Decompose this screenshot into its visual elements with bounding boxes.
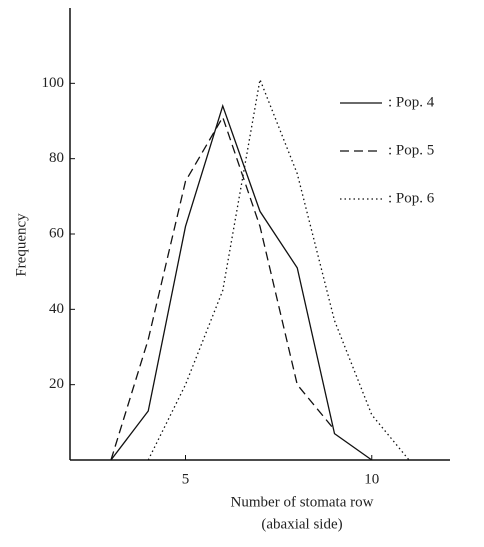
y-tick-label: 20 bbox=[49, 376, 64, 392]
legend-label: : Pop. 6 bbox=[388, 190, 435, 206]
x-axis-label: Number of stomata row bbox=[231, 494, 374, 510]
y-tick-label: 60 bbox=[49, 225, 64, 241]
x-tick-label: 5 bbox=[182, 471, 190, 487]
legend-label: : Pop. 5 bbox=[388, 142, 434, 158]
y-tick-label: 40 bbox=[49, 301, 64, 317]
x-tick-label: 10 bbox=[364, 471, 379, 487]
x-axis-label-2: (abaxial side) bbox=[261, 516, 342, 532]
y-tick-label: 100 bbox=[42, 75, 65, 91]
series-line bbox=[110, 103, 373, 461]
y-tick-label: 80 bbox=[49, 150, 64, 166]
y-axis-label: Frequency bbox=[13, 213, 29, 277]
series-line bbox=[147, 77, 410, 461]
series-line bbox=[110, 115, 336, 461]
legend-label: : Pop. 4 bbox=[388, 94, 435, 110]
